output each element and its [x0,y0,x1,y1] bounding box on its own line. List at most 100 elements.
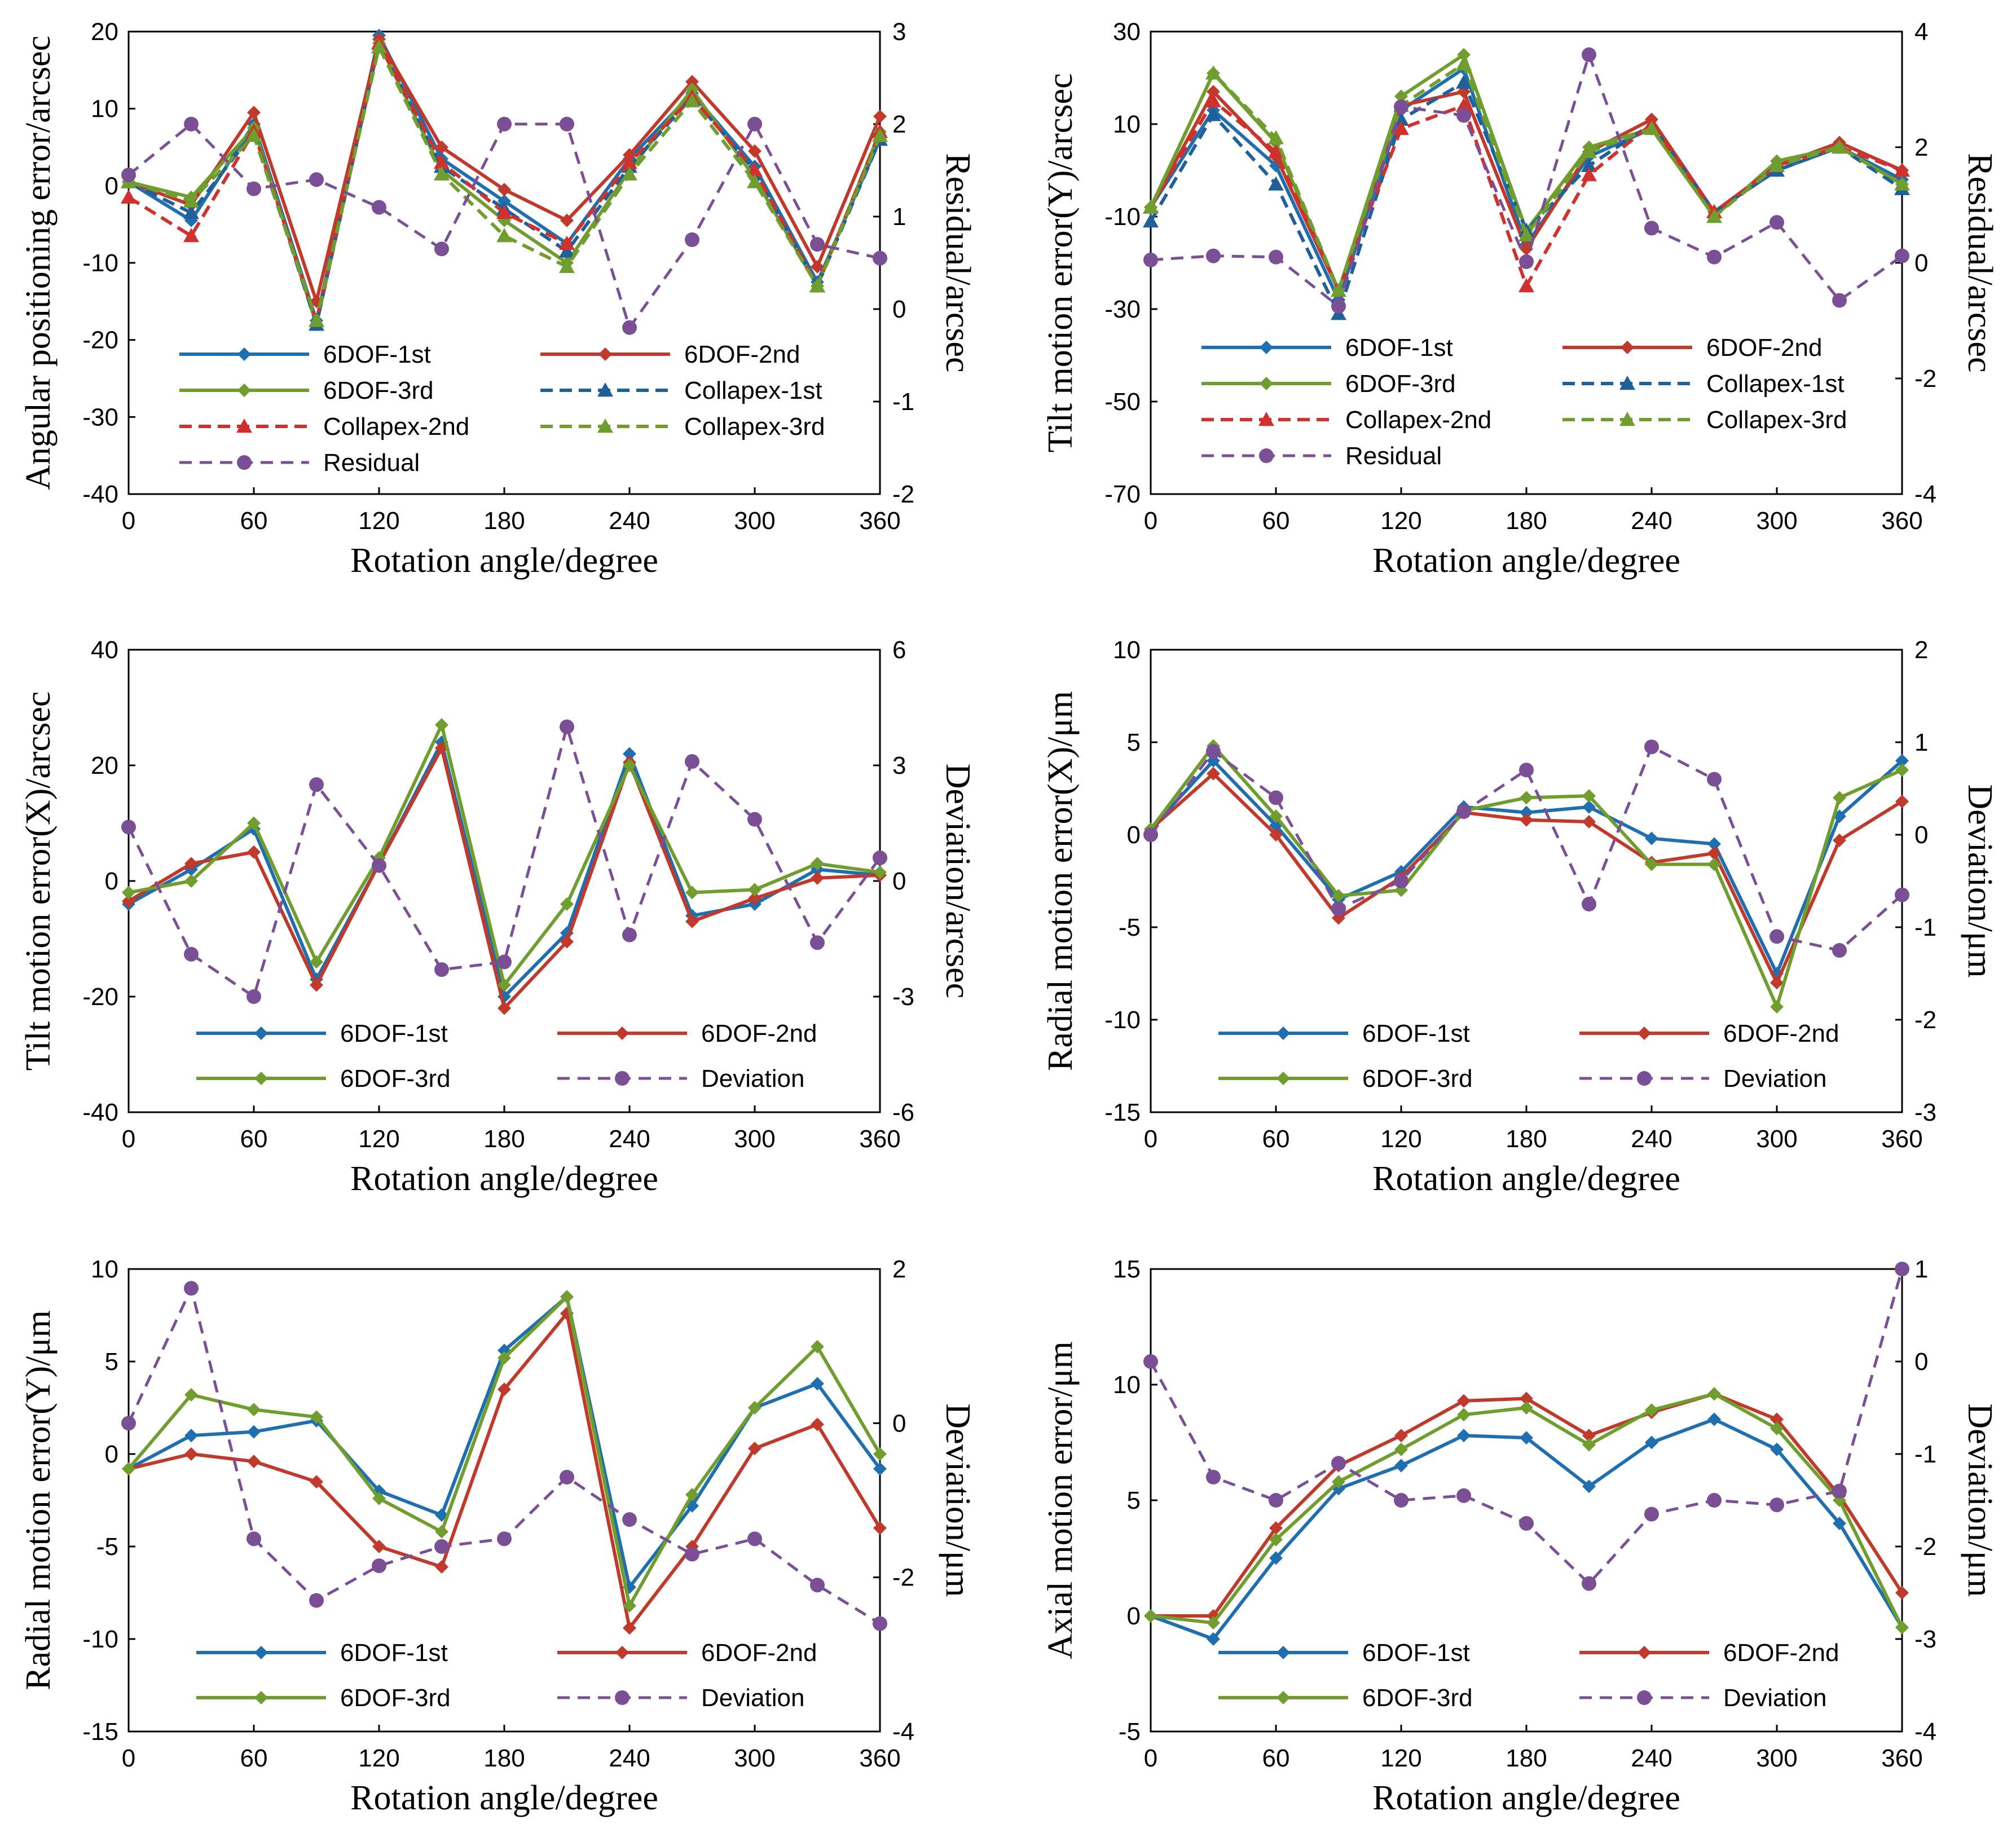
data-point [122,885,135,900]
data-point [1769,929,1784,944]
data-point [1269,1521,1283,1535]
y2-axis-label: Deviation/μm [1961,1403,1999,1597]
legend-item-6dof-1st: 6DOF-1st [196,1639,448,1667]
data-point [685,1547,699,1562]
legend-label: Collapex-1st [684,377,822,404]
data-point [1456,74,1472,89]
series-deviation [121,1281,887,1631]
series-line-6dof-2nd [1151,1392,1904,1618]
data-point [622,927,637,942]
y-tick-label: -5 [1119,914,1141,941]
series-line-6dof-3rd [1149,744,1903,1009]
data-point [1582,1438,1596,1452]
legend-label: 6DOF-1st [340,1639,448,1667]
legend-label: 6DOF-2nd [1723,1639,1839,1667]
data-point [247,816,261,830]
data-point [1769,157,1785,172]
data-point [1206,1470,1221,1484]
data-point [435,140,448,154]
y-tick-label: 0 [1127,821,1141,849]
legend-item-6dof-3rd: 6DOF-3rd [179,377,434,404]
legend-item-6dof-1st: 6DOF-1st [1218,1020,1470,1047]
data-point [1331,1456,1346,1471]
legend-swatch-marker [1260,341,1273,354]
y2-tick-label: 0 [892,1409,906,1437]
data-point [184,946,199,962]
x-tick-label: 240 [1631,507,1672,535]
data-point [247,1403,261,1417]
legend-item-6dof-2nd: 6DOF-2nd [1579,1639,1839,1667]
data-point [1332,889,1345,903]
data-point [747,1531,762,1547]
legend-item-6dof-1st: 6DOF-1st [196,1020,448,1047]
legend-label: Deviation [701,1065,804,1092]
x-tick-label: 0 [1144,1744,1157,1772]
y-tick-label: 30 [1113,18,1141,46]
y2-tick-label: -4 [1914,481,1936,508]
data-point [560,719,574,734]
data-point [1645,857,1658,871]
x-tick-label: 360 [859,1744,900,1772]
data-point [873,851,887,865]
data-point [1394,1493,1408,1508]
data-point [623,1621,636,1635]
data-point [1268,130,1284,144]
data-point [1269,1551,1283,1565]
data-point [309,312,324,327]
legend-label: 6DOF-3rd [1362,1684,1473,1712]
data-point [685,885,699,900]
y2-axis-label: Deviation/μm [939,1403,977,1597]
series-deviation [1143,1262,1909,1591]
y-tick-label: -10 [82,1625,118,1653]
x-tick-label: 0 [122,1744,135,1772]
y-tick-label: -5 [96,1533,118,1561]
x-axis-label: Rotation angle/degree [350,1779,658,1817]
legend-label: Residual [1345,442,1442,470]
data-point [1268,144,1284,158]
legend-item-6dof-2nd: 6DOF-2nd [557,1020,817,1047]
data-point [1394,1459,1408,1473]
legend-label: 6DOF-3rd [340,1065,451,1092]
legend-swatch-marker [236,418,252,433]
legend-item-collapex-2nd: Collapex-2nd [179,413,469,440]
data-point [1833,1517,1846,1530]
data-point [372,1540,386,1553]
y-axis-label: Angular positioning error/arcsec [19,36,58,490]
y2-axis-label: Deviation/arcsec [939,764,977,999]
legend-label: 6DOF-1st [323,341,431,368]
y2-axis-label: Residual/arcsec [939,153,977,372]
data-point [183,193,199,208]
data-point [559,235,575,250]
x-tick-label: 360 [1881,1744,1922,1772]
data-point [748,144,761,158]
series-residual [121,117,887,335]
series-line-6dof-2nd [127,37,882,303]
y2-tick-label: 0 [1914,1348,1928,1376]
data-point [498,1382,511,1396]
data-point [434,241,449,257]
x-tick-label: 120 [358,507,399,535]
legend-label: Deviation [1723,1684,1826,1712]
legend-item-collapex-1st: Collapex-1st [1562,370,1845,398]
data-point [496,205,512,219]
data-point [623,747,636,761]
legend-label: 6DOF-3rd [1345,370,1456,398]
data-point [183,205,199,219]
legend: 6DOF-1st 6DOF-2nd 6DOF-3rd Deviation [196,1639,817,1712]
x-tick-label: 360 [1881,1125,1922,1153]
legend-item-collapex-2nd: Collapex-2nd [1201,406,1491,434]
data-point [1582,1429,1596,1443]
data-point [310,1410,323,1424]
series-6dof-2nd [122,741,887,1015]
data-point [1269,1532,1283,1547]
x-tick-label: 180 [483,1125,525,1153]
data-point [1644,221,1659,236]
x-tick-label: 300 [734,1125,775,1153]
data-point [1456,108,1471,123]
data-point [559,258,575,274]
data-point [811,1377,824,1391]
data-point [309,172,324,187]
data-point [1895,887,1909,902]
data-point [1518,278,1534,293]
x-tick-label: 0 [122,507,135,535]
